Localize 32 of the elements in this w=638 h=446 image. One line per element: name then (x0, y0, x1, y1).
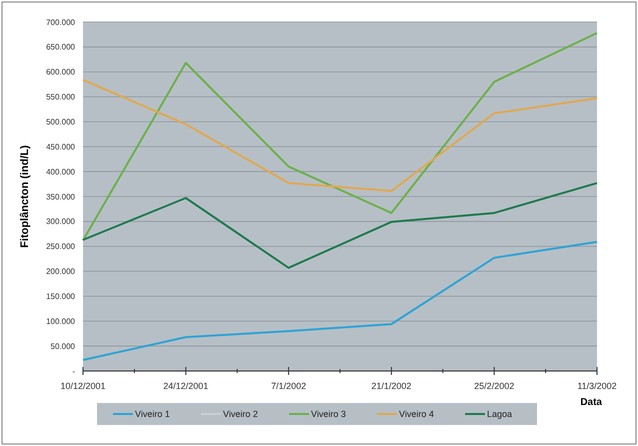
x-tick-label: 24/12/2001 (163, 381, 208, 391)
y-tick-label: 500.000 (46, 118, 76, 127)
x-tick-label: 10/12/2001 (60, 381, 106, 391)
y-tick-label: 150.000 (46, 292, 76, 302)
y-tick-label: 50.000 (50, 342, 76, 351)
line-series (82, 240, 598, 362)
y-tick-label: 450.000 (46, 142, 76, 152)
legend-label: Viveiro 2 (223, 409, 258, 419)
x-tick-label: 25/2/2002 (474, 381, 514, 391)
legend-label: Viveiro 4 (399, 409, 434, 419)
legend-label: Viveiro 1 (135, 409, 170, 419)
y-tick-label: 700.000 (46, 18, 76, 27)
line-series (82, 78, 598, 192)
x-axis-title: Data (580, 397, 602, 408)
y-tick-label: 200.000 (46, 267, 76, 276)
y-tick-label: 300.000 (46, 217, 76, 226)
line-series (82, 182, 598, 269)
y-tick-label: 650.000 (46, 42, 76, 52)
y-tick-label: 350.000 (46, 192, 76, 202)
legend-label: Viveiro 3 (311, 409, 346, 419)
line-series (82, 32, 598, 242)
y-tick-label: 250.000 (46, 242, 76, 252)
y-tick-label: 400.000 (46, 167, 76, 176)
x-tick-label: 7/1/2002 (271, 381, 306, 391)
x-tick-label: 21/1/2002 (371, 381, 412, 391)
y-tick-label: 550.000 (46, 92, 76, 102)
x-tick-label: 11/3/2002 (577, 381, 617, 391)
y-tick-label: 100.000 (46, 316, 76, 326)
legend-label: Lagoa (487, 409, 512, 419)
y-axis-title: Fitoplâncton (ind/L) (19, 144, 31, 248)
y-tick-label: - (72, 366, 76, 376)
y-tick-label: 600.000 (46, 68, 76, 77)
